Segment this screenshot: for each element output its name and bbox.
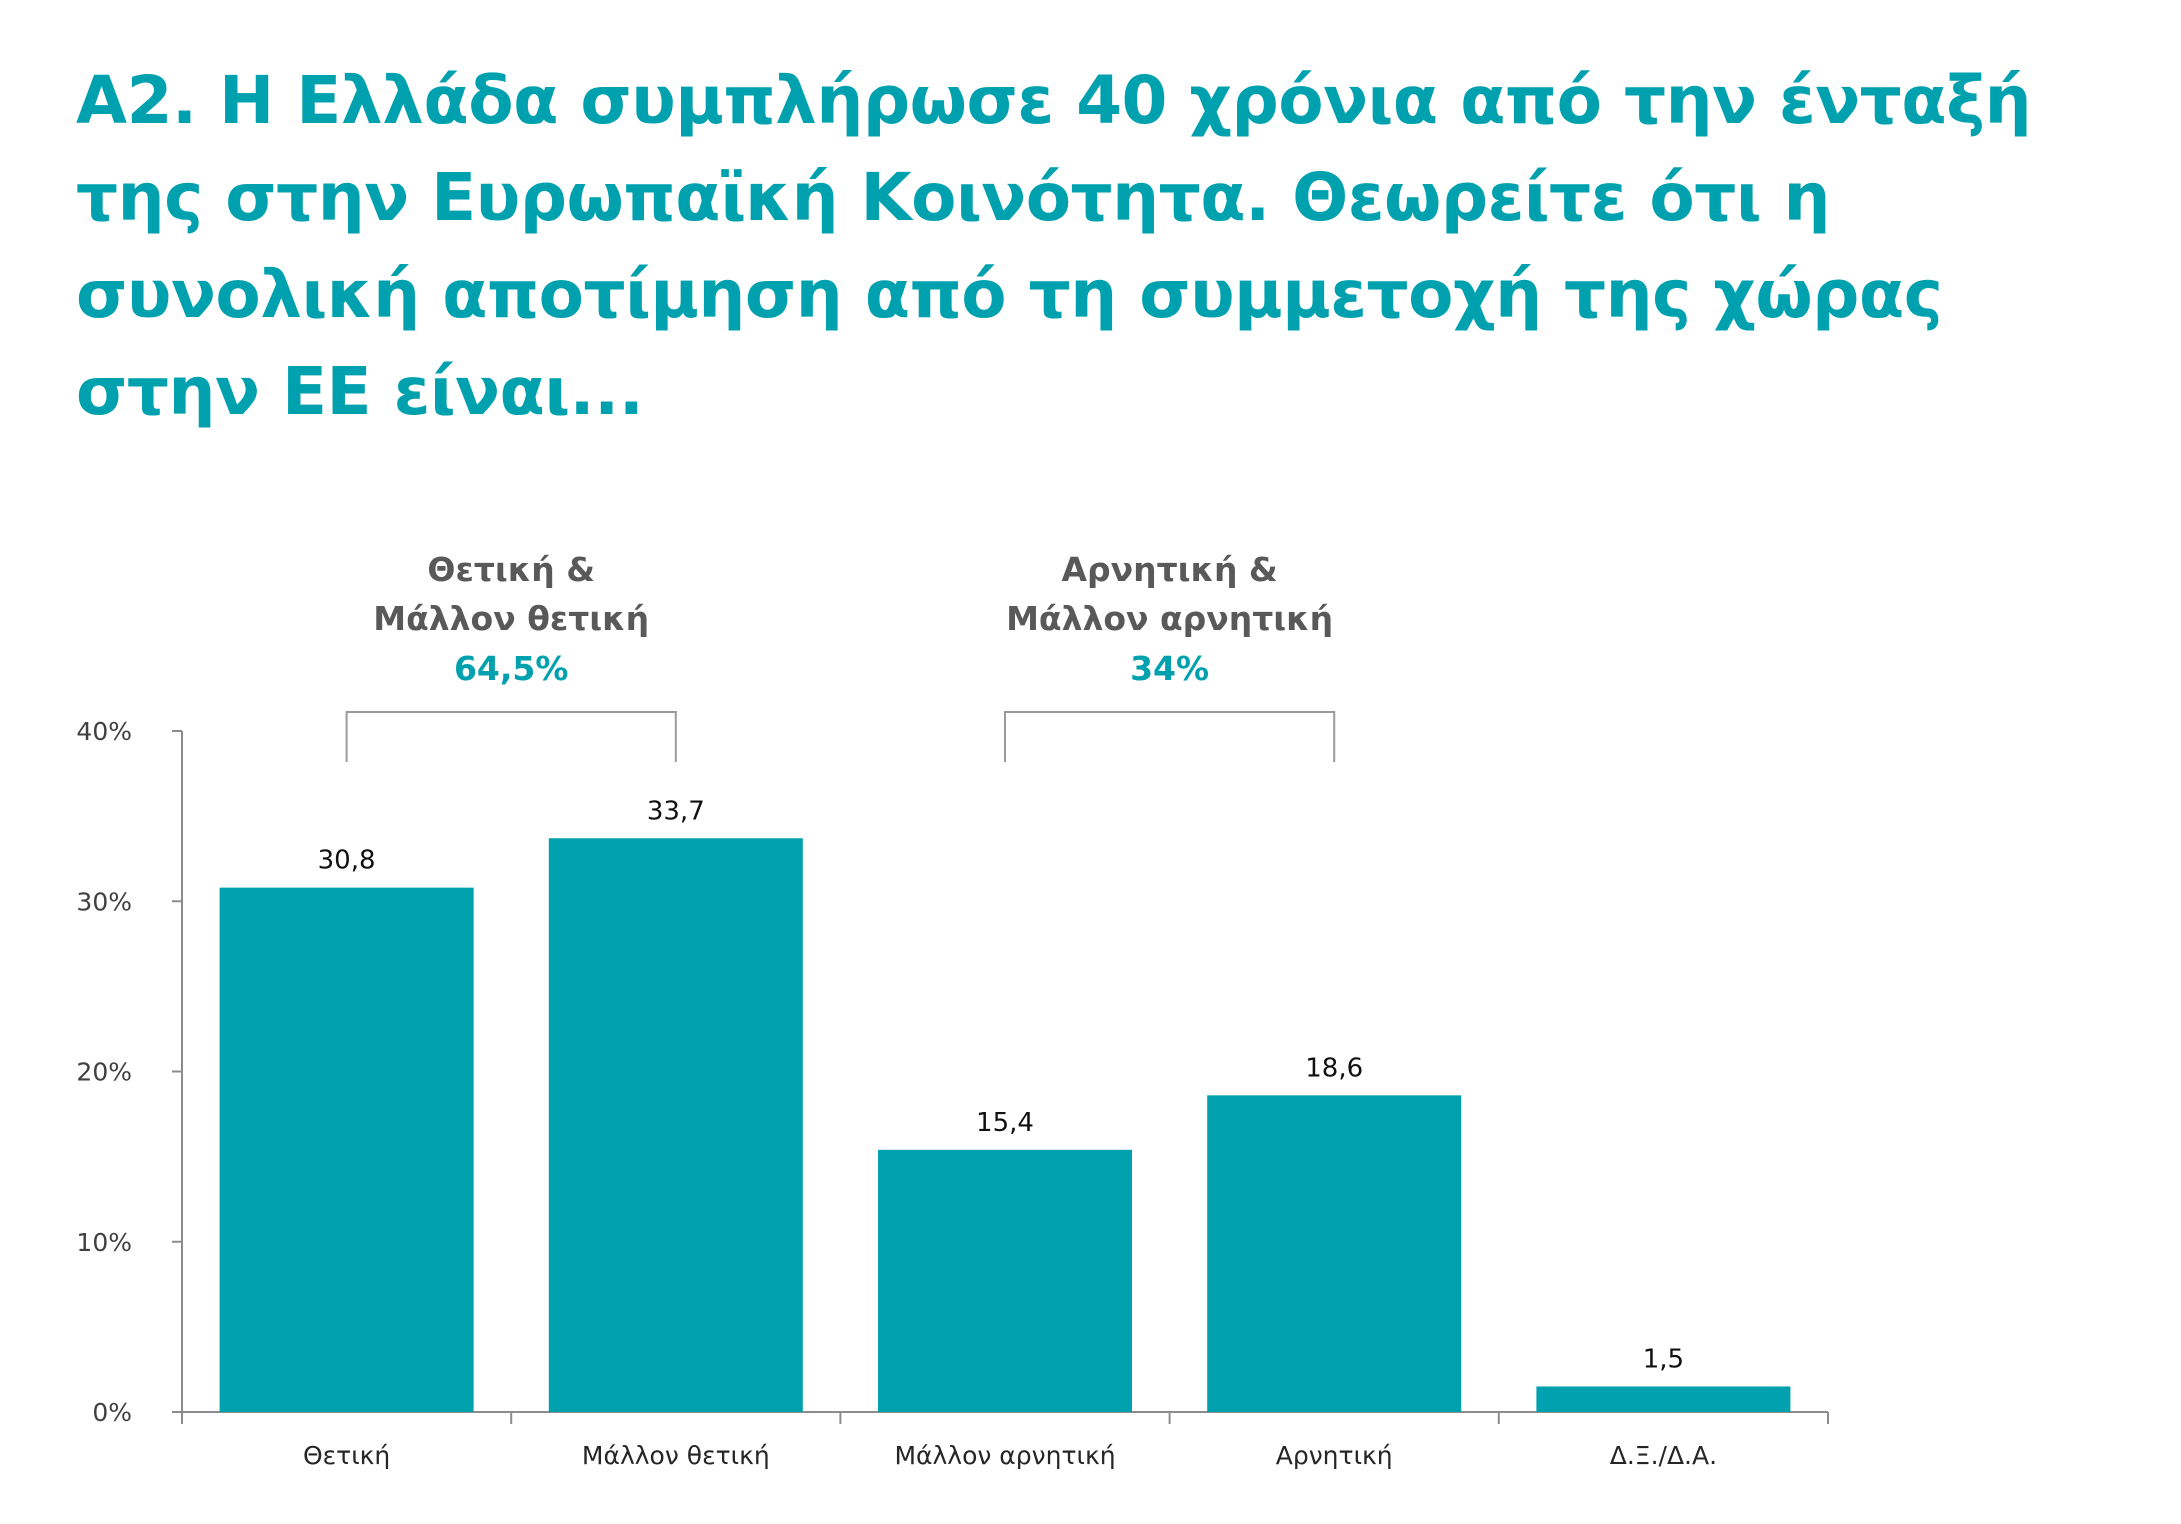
bar	[1536, 1386, 1791, 1412]
x-tick-label: Αρνητική	[1276, 1441, 1393, 1470]
group-total: 34%	[1130, 649, 1209, 688]
y-tick-label: 0%	[92, 1398, 132, 1427]
chart-title: Α2. Η Ελλάδα συμπλήρωσε 40 χρόνια από τη…	[76, 62, 2032, 430]
group-total: 64,5%	[454, 649, 569, 688]
labels: 30,8 Θετική 33,7 Μάλλον θετική 15,4 Μάλλον αρ…	[303, 796, 1717, 1470]
group-bracket	[1004, 711, 1336, 762]
group-title-line1: Θετική &	[427, 550, 595, 589]
bars	[219, 838, 1791, 1412]
bar	[548, 838, 803, 1412]
group-brackets: Θετική & Μάλλον θετική 64,5% Αρνητική & Μάλλ…	[345, 550, 1336, 762]
x-tick-label: Δ.Ξ./Δ.Α.	[1610, 1441, 1717, 1470]
x-tick-label: Θετική	[303, 1441, 390, 1470]
bar	[1207, 1095, 1462, 1412]
y-tick-label: 40%	[76, 717, 132, 746]
value-label: 30,8	[318, 846, 376, 876]
y-tick-label: 10%	[76, 1228, 132, 1257]
group-title-line2: Μάλλον αρνητική	[1006, 599, 1333, 638]
value-label: 33,7	[647, 796, 705, 826]
group-title-line1: Αρνητική &	[1061, 550, 1277, 589]
bar	[878, 1149, 1132, 1412]
y-tick-label: 30%	[76, 887, 132, 916]
value-label: 15,4	[976, 1108, 1034, 1138]
x-tick-label: Μάλλον αρνητική	[894, 1441, 1115, 1470]
x-tick-label: Μάλλον θετική	[582, 1441, 770, 1470]
group-bracket	[345, 711, 677, 762]
group-title-line2: Μάλλον θετική	[373, 599, 649, 638]
value-label: 18,6	[1305, 1053, 1363, 1083]
y-tick-label: 20%	[76, 1058, 132, 1087]
value-label: 1,5	[1643, 1344, 1684, 1374]
bar	[219, 887, 474, 1412]
